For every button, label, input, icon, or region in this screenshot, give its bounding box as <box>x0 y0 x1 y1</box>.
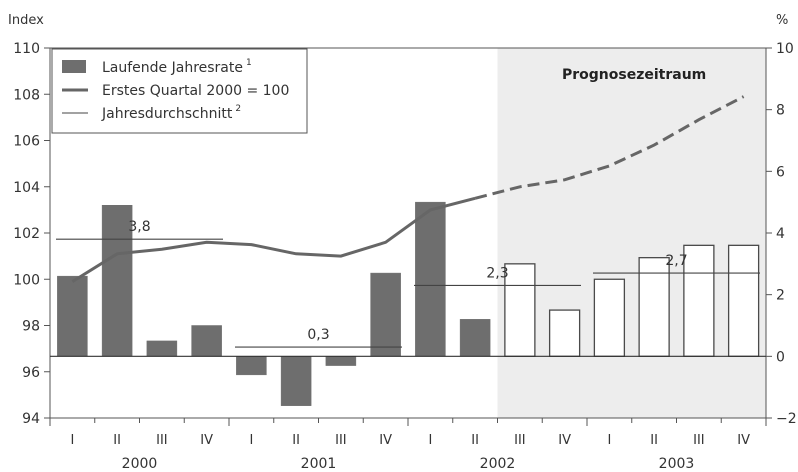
bar-13 <box>638 257 670 357</box>
bar-2 <box>146 340 178 357</box>
quarter-label-8: I <box>428 433 432 448</box>
legend-avg-text: Jahresdurchschnitt <box>101 106 233 122</box>
right-tick-label-6: 6 <box>776 164 785 180</box>
bar-4 <box>236 356 267 376</box>
bar-15 <box>727 244 760 357</box>
bar-1 <box>101 205 133 357</box>
bar-8 <box>415 201 446 357</box>
bar-5 <box>280 356 312 406</box>
left-axis-unit: Index <box>8 13 44 28</box>
year-label-2002: 2002 <box>480 456 516 472</box>
right-tick-label-2: 2 <box>776 288 785 304</box>
quarter-label-12: I <box>607 433 611 448</box>
left-tick-label-104: 104 <box>13 180 40 196</box>
year-label-2001: 2001 <box>301 456 337 472</box>
bar-12 <box>593 278 626 357</box>
quarter-label-11: IV <box>558 433 571 448</box>
quarter-label-3: IV <box>200 433 213 448</box>
right-tick-label--2: −2 <box>776 411 797 427</box>
left-axis: 94 96 98 100 102 104 106 108 110 <box>13 41 50 427</box>
quarter-label-13: II <box>650 433 658 448</box>
legend-bar-sup: 1 <box>246 58 252 68</box>
right-axis: −2 0 2 4 6 8 10 <box>766 41 797 427</box>
avg-label-2002: 2,3 <box>486 265 508 281</box>
legend-avg-sup: 2 <box>235 104 241 114</box>
index-line-forecast <box>474 95 745 200</box>
avg-lines: 3,8 0,3 2,3 2,7 <box>56 219 760 348</box>
year-label-2003: 2003 <box>659 456 695 472</box>
legend-bar-label: Laufende Jahresrate 1 <box>102 58 252 76</box>
legend-line-label: Erstes Quartal 2000 = 100 <box>102 83 289 99</box>
right-tick-label-10: 10 <box>776 41 794 57</box>
avg-label-2003: 2,7 <box>665 253 687 269</box>
quarter-label-14: III <box>693 433 705 448</box>
bars <box>57 201 760 406</box>
quarter-label-5: II <box>292 433 300 448</box>
legend-box <box>51 48 308 134</box>
legend: Laufende Jahresrate 1 Erstes Quartal 2000… <box>51 48 308 134</box>
bar-6 <box>325 356 357 366</box>
quarter-label-9: II <box>471 433 479 448</box>
quarter-label-4: I <box>249 433 253 448</box>
index-line-group <box>71 95 745 283</box>
quarter-label-0: I <box>70 433 74 448</box>
legend-avg-label: Jahresdurchschnitt 2 <box>101 104 241 122</box>
left-tick-label-110: 110 <box>13 41 40 57</box>
legend-bar-text: Laufende Jahresrate <box>102 60 243 76</box>
bar-11 <box>548 309 581 357</box>
bar-14 <box>683 244 715 357</box>
quarter-label-15: IV <box>737 433 750 448</box>
left-tick-label-100: 100 <box>13 272 40 288</box>
forecast-background <box>497 48 766 418</box>
right-axis-unit: % <box>776 13 788 28</box>
bar-7 <box>370 272 401 357</box>
left-tick-label-94: 94 <box>22 411 40 427</box>
index-line-actual <box>71 196 476 283</box>
forecast-title: Prognosezeitraum <box>562 67 706 83</box>
bar-3 <box>191 325 222 357</box>
left-tick-label-96: 96 <box>22 365 40 381</box>
legend-bar-swatch <box>62 60 86 73</box>
avg-label-2000: 3,8 <box>128 219 150 235</box>
year-label-2000: 2000 <box>122 456 158 472</box>
left-tick-label-106: 106 <box>13 134 40 150</box>
bar-0 <box>57 275 88 357</box>
bar-10 <box>504 263 536 357</box>
bar-9 <box>459 319 491 357</box>
quarter-label-7: IV <box>379 433 392 448</box>
quarter-label-1: II <box>113 433 121 448</box>
quarter-label-10: III <box>514 433 526 448</box>
right-tick-label-4: 4 <box>776 226 785 242</box>
quarter-label-2: III <box>156 433 168 448</box>
quarter-label-6: III <box>335 433 347 448</box>
avg-label-2001: 0,3 <box>307 327 329 343</box>
left-tick-label-108: 108 <box>13 87 40 103</box>
left-tick-label-98: 98 <box>22 319 40 335</box>
right-tick-label-8: 8 <box>776 103 785 119</box>
right-tick-label-0: 0 <box>776 349 785 365</box>
left-tick-label-102: 102 <box>13 226 40 242</box>
